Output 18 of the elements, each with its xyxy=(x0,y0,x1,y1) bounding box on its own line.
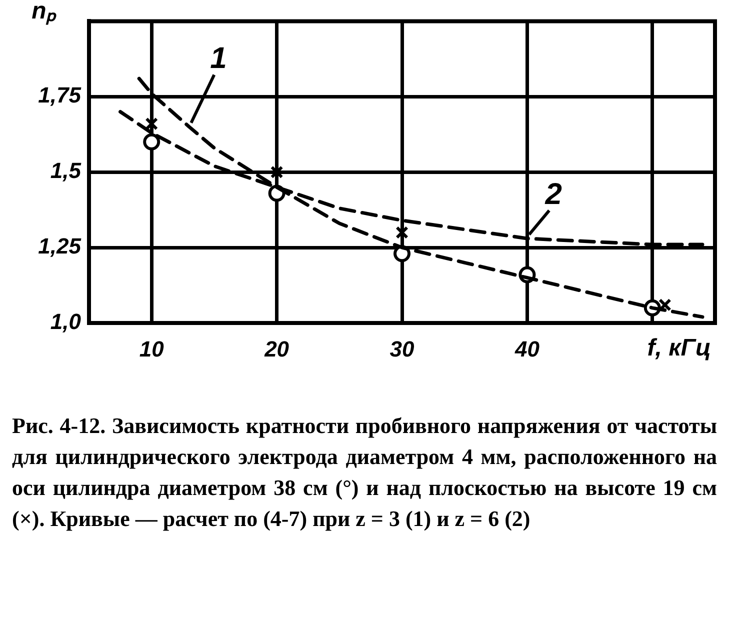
point xyxy=(145,117,158,130)
y-tick-label: 1,5 xyxy=(50,158,82,184)
series-label: 2 xyxy=(544,178,562,211)
y-tick-label: 1,75 xyxy=(38,82,82,108)
y-tick-label: 1,25 xyxy=(38,234,82,259)
point xyxy=(143,133,160,150)
x-tick-label: 40 xyxy=(514,336,540,362)
text: Рис. 4-12. Зависимость кратности пробивного напряжения от частоты для цилиндрического электрода диаметром 4 мм, расположенного на оси цилиндра диаметром 38 см (°) и над плоскостью на высоте 19 см (×). Кривые — расчет по (4-7) при z = 3 (1) и z = 6 (2) xyxy=(12,412,717,533)
x-axis-title: f, кГц xyxy=(647,334,711,362)
point xyxy=(658,298,672,312)
x-tick-label: 10 xyxy=(139,336,165,362)
y-tick-label: 1,0 xyxy=(50,309,82,334)
series-label: 1 xyxy=(210,42,227,76)
x-tick-label: 30 xyxy=(390,336,415,362)
y-axis-title: nₚ xyxy=(32,0,58,26)
x-tick-label: 20 xyxy=(264,336,290,362)
point xyxy=(396,226,408,239)
point xyxy=(270,166,284,179)
